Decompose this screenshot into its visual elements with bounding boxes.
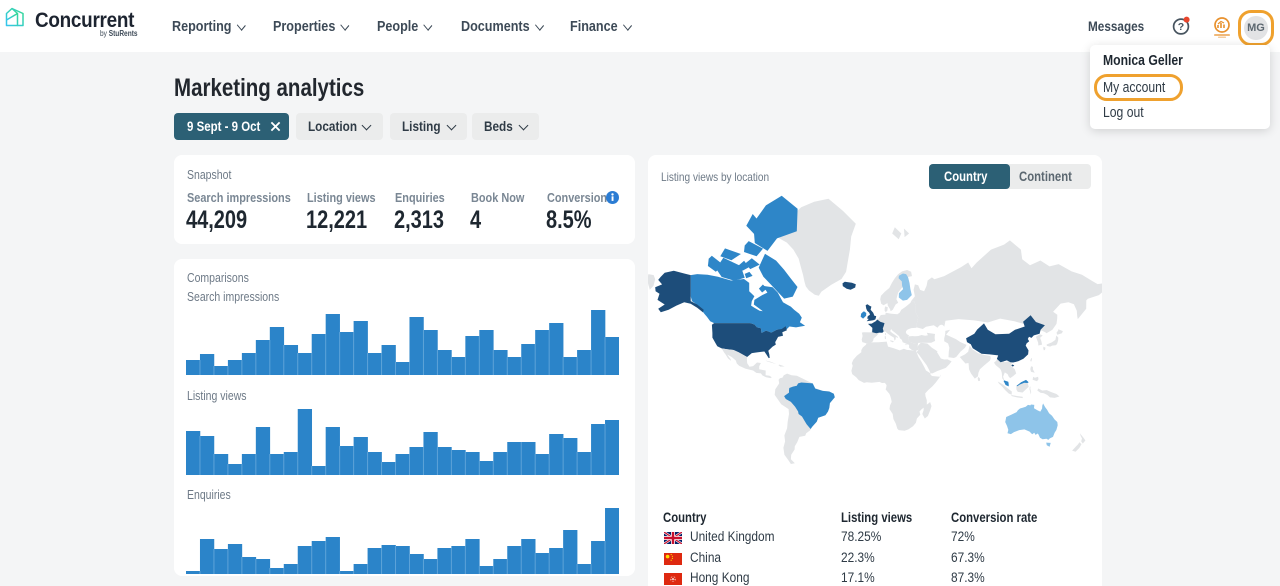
svg-text:?: ?	[1178, 21, 1184, 33]
